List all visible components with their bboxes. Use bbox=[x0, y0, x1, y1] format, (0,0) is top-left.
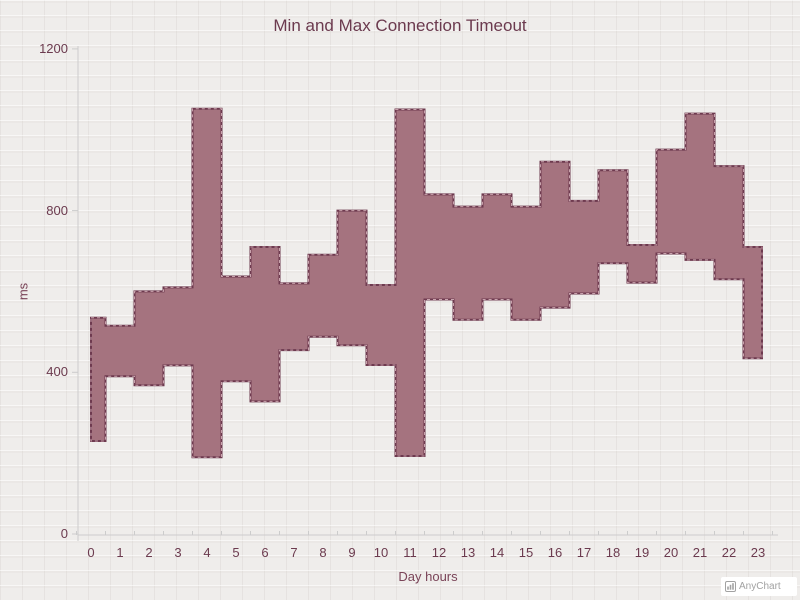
x-axis-tick-label: 18 bbox=[605, 545, 621, 560]
y-axis-tick-label: 400 bbox=[46, 364, 68, 380]
x-axis-tick-label: 11 bbox=[403, 545, 417, 560]
x-axis-tick-label: 0 bbox=[87, 545, 95, 560]
x-axis-title: Day hours bbox=[398, 569, 458, 584]
x-axis-tick-label: 10 bbox=[373, 545, 389, 560]
watermark-label: AnyChart bbox=[739, 580, 781, 592]
x-axis-tick-label: 7 bbox=[290, 545, 298, 560]
x-axis-tick-label: 2 bbox=[145, 545, 153, 560]
x-axis-tick-label: 4 bbox=[203, 545, 211, 560]
y-axis-title: ms bbox=[15, 282, 31, 301]
x-axis-tick-label: 16 bbox=[547, 545, 563, 560]
x-axis-tick-label: 17 bbox=[576, 545, 592, 560]
y-axis-tick-label: 800 bbox=[46, 202, 68, 218]
x-axis-tick-label: 1 bbox=[116, 545, 124, 560]
x-axis-tick-label: 20 bbox=[663, 545, 679, 560]
x-axis-tick-label: 21 bbox=[692, 545, 708, 560]
x-axis-tick-label: 22 bbox=[721, 545, 737, 560]
x-axis-tick-label: 12 bbox=[431, 545, 447, 560]
y-axis-tick-label: 1200 bbox=[39, 40, 68, 56]
x-axis-tick-label: 23 bbox=[750, 545, 766, 560]
x-axis-tick-label: 8 bbox=[319, 545, 327, 560]
x-axis-tick-label: 19 bbox=[634, 545, 650, 560]
range-area-stitch-stroke bbox=[90, 108, 763, 458]
x-axis-tick-label: 14 bbox=[489, 545, 505, 560]
x-axis-tick-label: 9 bbox=[348, 545, 356, 560]
bar-chart-icon bbox=[725, 581, 736, 592]
x-axis-tick-label: 6 bbox=[261, 545, 269, 560]
anychart-watermark[interactable]: AnyChart bbox=[721, 577, 797, 596]
chart-title: Min and Max Connection Timeout bbox=[273, 16, 527, 35]
x-axis-tick-label: 15 bbox=[518, 545, 534, 560]
x-axis-tick-label: 5 bbox=[232, 545, 240, 560]
x-axis-tick-label: 3 bbox=[174, 545, 182, 560]
y-axis-tick-label: 0 bbox=[60, 526, 68, 541]
range-area-shape bbox=[90, 107, 763, 459]
x-axis-tick-label: 13 bbox=[460, 545, 476, 560]
